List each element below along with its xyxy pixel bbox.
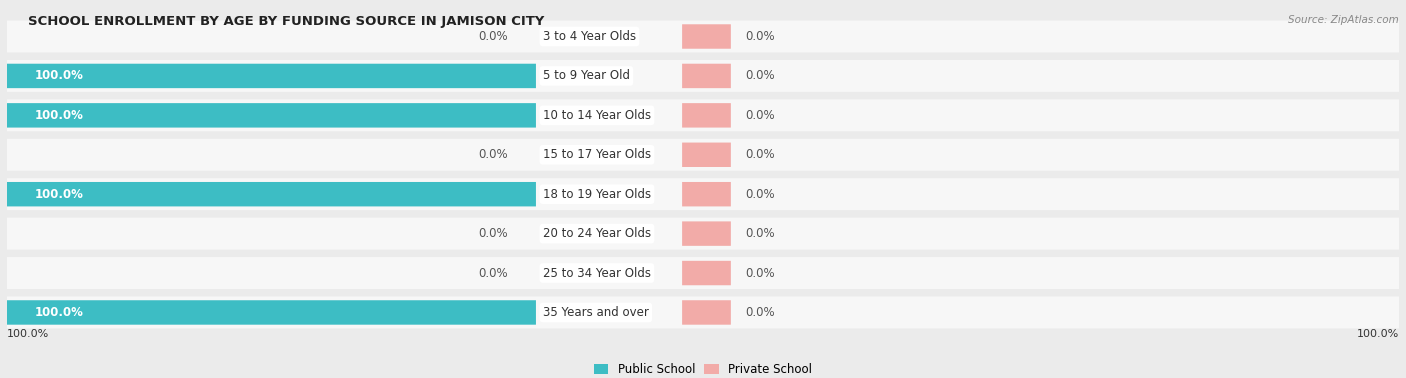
Text: SCHOOL ENROLLMENT BY AGE BY FUNDING SOURCE IN JAMISON CITY: SCHOOL ENROLLMENT BY AGE BY FUNDING SOUR… [28, 15, 544, 28]
Text: 0.0%: 0.0% [745, 188, 775, 201]
FancyBboxPatch shape [0, 60, 1406, 92]
FancyBboxPatch shape [0, 20, 1406, 53]
Text: 0.0%: 0.0% [745, 227, 775, 240]
Text: 100.0%: 100.0% [35, 109, 84, 122]
FancyBboxPatch shape [682, 103, 731, 128]
Text: 0.0%: 0.0% [478, 266, 508, 280]
Text: 0.0%: 0.0% [745, 148, 775, 161]
Text: 0.0%: 0.0% [745, 30, 775, 43]
FancyBboxPatch shape [682, 182, 731, 206]
Text: 100.0%: 100.0% [35, 306, 84, 319]
Text: 0.0%: 0.0% [745, 266, 775, 280]
FancyBboxPatch shape [682, 261, 731, 285]
Text: 100.0%: 100.0% [1357, 329, 1399, 339]
Text: 20 to 24 Year Olds: 20 to 24 Year Olds [543, 227, 651, 240]
Text: 0.0%: 0.0% [745, 306, 775, 319]
FancyBboxPatch shape [7, 64, 536, 88]
Text: 5 to 9 Year Old: 5 to 9 Year Old [543, 70, 630, 82]
Text: 100.0%: 100.0% [35, 70, 84, 82]
Text: 100.0%: 100.0% [7, 329, 49, 339]
Text: 0.0%: 0.0% [478, 30, 508, 43]
Text: 0.0%: 0.0% [745, 109, 775, 122]
Text: 0.0%: 0.0% [478, 148, 508, 161]
FancyBboxPatch shape [0, 139, 1406, 171]
FancyBboxPatch shape [0, 257, 1406, 289]
Text: 0.0%: 0.0% [478, 227, 508, 240]
FancyBboxPatch shape [7, 182, 536, 206]
Text: 0.0%: 0.0% [745, 70, 775, 82]
Text: Source: ZipAtlas.com: Source: ZipAtlas.com [1288, 15, 1399, 25]
FancyBboxPatch shape [7, 103, 536, 128]
FancyBboxPatch shape [682, 222, 731, 246]
FancyBboxPatch shape [682, 24, 731, 49]
FancyBboxPatch shape [0, 296, 1406, 328]
Text: 10 to 14 Year Olds: 10 to 14 Year Olds [543, 109, 651, 122]
FancyBboxPatch shape [0, 178, 1406, 210]
FancyBboxPatch shape [682, 300, 731, 325]
FancyBboxPatch shape [7, 300, 536, 325]
Text: 3 to 4 Year Olds: 3 to 4 Year Olds [543, 30, 636, 43]
Legend: Public School, Private School: Public School, Private School [593, 363, 813, 376]
Text: 15 to 17 Year Olds: 15 to 17 Year Olds [543, 148, 651, 161]
Text: 18 to 19 Year Olds: 18 to 19 Year Olds [543, 188, 651, 201]
FancyBboxPatch shape [0, 99, 1406, 131]
FancyBboxPatch shape [0, 218, 1406, 249]
Text: 25 to 34 Year Olds: 25 to 34 Year Olds [543, 266, 651, 280]
FancyBboxPatch shape [682, 143, 731, 167]
FancyBboxPatch shape [682, 64, 731, 88]
Text: 35 Years and over: 35 Years and over [543, 306, 648, 319]
Text: 100.0%: 100.0% [35, 188, 84, 201]
